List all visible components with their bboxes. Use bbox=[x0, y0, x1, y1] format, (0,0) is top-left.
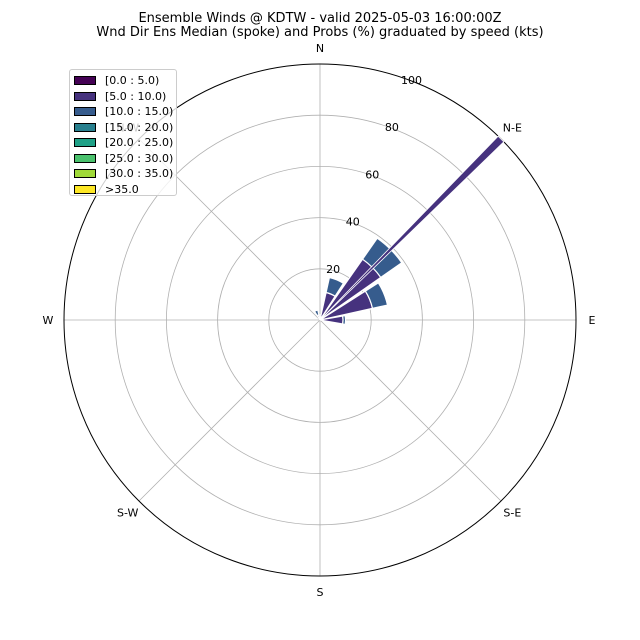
windrose-bar bbox=[341, 314, 347, 326]
legend-entry: [25.0 : 30.0) bbox=[74, 151, 176, 167]
direction-label: S bbox=[317, 586, 324, 599]
legend-swatch bbox=[74, 138, 96, 148]
legend-label: >35.0 bbox=[105, 182, 139, 196]
direction-label: E bbox=[589, 314, 596, 327]
legend-entry: [5.0 : 10.0) bbox=[74, 89, 176, 105]
direction-label: W bbox=[43, 314, 54, 327]
legend-label: [25.0 : 30.0) bbox=[105, 151, 174, 165]
angular-gridline bbox=[138, 319, 321, 502]
median-spoke bbox=[320, 135, 505, 320]
legend-entry: [10.0 : 15.0) bbox=[74, 104, 176, 120]
radial-tick-label: 40 bbox=[346, 216, 360, 229]
legend-swatch bbox=[74, 107, 96, 117]
radial-tick-label: 100 bbox=[401, 74, 422, 87]
radial-tick-label: 60 bbox=[365, 168, 379, 181]
legend-swatch bbox=[74, 91, 96, 101]
legend-label: [20.0 : 25.0) bbox=[105, 136, 174, 150]
legend-entry: >35.0 bbox=[74, 182, 176, 198]
legend-swatch bbox=[74, 76, 96, 86]
legend-swatch bbox=[74, 122, 96, 132]
direction-label: N bbox=[316, 42, 324, 55]
angular-gridline bbox=[319, 319, 502, 502]
windrose-bar bbox=[364, 282, 389, 310]
legend-label: [0.0 : 5.0) bbox=[105, 74, 160, 88]
direction-label: S-W bbox=[117, 506, 139, 519]
legend-entry: [0.0 : 5.0) bbox=[74, 73, 176, 89]
legend-entry: [20.0 : 25.0) bbox=[74, 135, 176, 151]
direction-label: N-E bbox=[503, 122, 522, 135]
radial-tick-label: 20 bbox=[326, 263, 340, 276]
polar-frame bbox=[63, 63, 577, 577]
windrose-bar bbox=[325, 276, 345, 298]
legend-label: [15.0 : 20.0) bbox=[105, 120, 174, 134]
direction-label: S-E bbox=[503, 506, 521, 519]
legend-swatch bbox=[74, 153, 96, 163]
chart-subtitle: Wnd Dir Ens Median (spoke) and Probs (%)… bbox=[96, 25, 544, 40]
median-spoke-bar bbox=[320, 135, 505, 320]
legend-label: [30.0 : 35.0) bbox=[105, 167, 174, 181]
legend-label: [5.0 : 10.0) bbox=[105, 89, 167, 103]
legend: [0.0 : 5.0) [5.0 : 10.0) [10.0 : 15.0) [15.… bbox=[69, 69, 177, 196]
legend-entry: [15.0 : 20.0) bbox=[74, 120, 176, 136]
legend-swatch bbox=[74, 184, 96, 194]
chart-title: Ensemble Winds @ KDTW - valid 2025-05-03… bbox=[138, 11, 502, 26]
legend-swatch bbox=[74, 169, 96, 179]
legend-entry: [30.0 : 35.0) bbox=[74, 166, 176, 182]
radial-tick-label: 80 bbox=[385, 121, 399, 134]
windrose-bar bbox=[313, 309, 320, 317]
legend-label: [10.0 : 15.0) bbox=[105, 105, 174, 119]
